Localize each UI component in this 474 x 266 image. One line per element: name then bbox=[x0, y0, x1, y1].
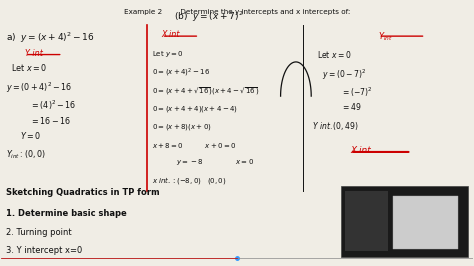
Text: a)  $y = (x+4)^2 - 16$: a) $y = (x+4)^2 - 16$ bbox=[6, 30, 95, 45]
Text: $0 = (x+4)^2 - 16$: $0 = (x+4)^2 - 16$ bbox=[152, 67, 210, 80]
Bar bbox=[392, 196, 458, 249]
Text: 1. Determine basic shape: 1. Determine basic shape bbox=[6, 209, 127, 218]
Text: $0 = (x+8)(x+0)$: $0 = (x+8)(x+0)$ bbox=[152, 122, 212, 132]
Text: Let $x = 0$: Let $x = 0$ bbox=[11, 62, 47, 73]
Text: $Y = 0$: $Y = 0$ bbox=[20, 130, 41, 141]
Text: Y int: Y int bbox=[25, 49, 43, 58]
Text: $y=-8$               $x=0$: $y=-8$ $x=0$ bbox=[176, 157, 254, 167]
Text: X int: X int bbox=[162, 30, 180, 39]
Text: (b)  $y = (x+7)^2$: (b) $y = (x+7)^2$ bbox=[174, 9, 244, 24]
Text: 3. Y intercept x=0: 3. Y intercept x=0 bbox=[6, 246, 82, 255]
Text: $Y_{int}: (0,0)$: $Y_{int}: (0,0)$ bbox=[6, 149, 46, 161]
Text: Let $x = 0$: Let $x = 0$ bbox=[317, 49, 352, 60]
Text: $y = (0+4)^2 - 16$: $y = (0+4)^2 - 16$ bbox=[6, 80, 73, 95]
Text: 2. Turning point: 2. Turning point bbox=[6, 228, 72, 237]
Bar bbox=[341, 186, 468, 257]
Text: $0 = (x+4+\sqrt{16})(x+4-\sqrt{16})$: $0 = (x+4+\sqrt{16})(x+4-\sqrt{16})$ bbox=[152, 86, 259, 97]
Bar bbox=[346, 191, 388, 251]
Text: $= 49$: $= 49$ bbox=[341, 101, 361, 113]
Text: X int: X int bbox=[350, 146, 371, 155]
Text: $x+8=0$          $x+0=0$: $x+8=0$ $x+0=0$ bbox=[152, 141, 237, 150]
Text: $Y_{int}$: $Y_{int}$ bbox=[378, 30, 393, 43]
Text: $Y\ int.(0,49)$: $Y\ int.(0,49)$ bbox=[312, 120, 359, 132]
Text: Let $y = 0$: Let $y = 0$ bbox=[152, 49, 184, 59]
Text: Sketching Quadratics in TP form: Sketching Quadratics in TP form bbox=[6, 188, 160, 197]
Text: Example 2        Determine the y intercepts and x intercepts of:: Example 2 Determine the y intercepts and… bbox=[124, 9, 350, 15]
Text: $= 16 - 16$: $= 16 - 16$ bbox=[30, 115, 71, 126]
Text: $0 = (x+4+4)(x+4-4)$: $0 = (x+4+4)(x+4-4)$ bbox=[152, 104, 238, 114]
Text: $y = (0-7)^2$: $y = (0-7)^2$ bbox=[322, 67, 366, 82]
Text: $x\ int.: (-8,0)\quad (0,0)$: $x\ int.: (-8,0)\quad (0,0)$ bbox=[152, 175, 227, 186]
Text: $= (-7)^2$: $= (-7)^2$ bbox=[341, 86, 372, 99]
Text: $= (4)^2 - 16$: $= (4)^2 - 16$ bbox=[30, 99, 76, 112]
